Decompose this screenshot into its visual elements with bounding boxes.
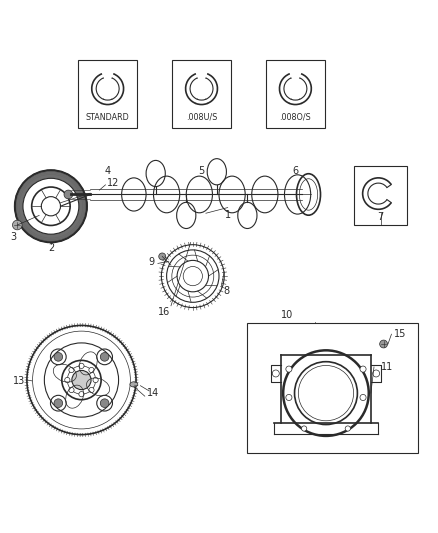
Circle shape (272, 370, 279, 377)
Text: 13: 13 (12, 376, 25, 386)
Text: 14: 14 (147, 388, 159, 398)
Bar (354, 166, 407, 225)
Circle shape (12, 220, 22, 230)
Ellipse shape (130, 382, 138, 387)
Circle shape (65, 377, 70, 383)
Text: STANDARD: STANDARD (86, 112, 130, 122)
Circle shape (64, 190, 73, 199)
Text: 7: 7 (378, 212, 384, 222)
Text: 15: 15 (394, 329, 406, 339)
Circle shape (360, 366, 366, 372)
Circle shape (373, 370, 380, 377)
Circle shape (286, 394, 292, 400)
Circle shape (69, 367, 74, 373)
Circle shape (360, 394, 366, 400)
Circle shape (79, 392, 84, 397)
Polygon shape (15, 171, 87, 242)
Circle shape (380, 340, 388, 348)
Bar (266, 60, 325, 128)
Text: .008U/S: .008U/S (186, 112, 217, 122)
Circle shape (286, 366, 292, 372)
Circle shape (301, 426, 307, 431)
Circle shape (79, 364, 84, 368)
Circle shape (93, 377, 98, 383)
Text: 11: 11 (381, 362, 393, 372)
Text: 8: 8 (224, 286, 230, 295)
Text: 2: 2 (48, 243, 54, 253)
Bar (172, 60, 231, 128)
Text: 12: 12 (107, 177, 120, 188)
Bar (247, 323, 418, 453)
Circle shape (100, 399, 109, 408)
Circle shape (72, 370, 91, 390)
Circle shape (89, 367, 94, 373)
Circle shape (345, 426, 350, 431)
Bar (78, 60, 137, 128)
Text: 6: 6 (292, 166, 298, 176)
Circle shape (54, 399, 63, 408)
Text: 16: 16 (158, 308, 170, 317)
Text: 3: 3 (10, 232, 16, 242)
Circle shape (159, 253, 166, 260)
Text: 9: 9 (148, 257, 154, 267)
Text: .008O/S: .008O/S (279, 112, 311, 122)
Circle shape (54, 352, 63, 361)
Circle shape (89, 387, 94, 393)
Text: 1: 1 (225, 211, 231, 221)
Circle shape (100, 352, 109, 361)
Text: 10: 10 (281, 310, 293, 320)
Text: 4: 4 (105, 166, 111, 176)
Circle shape (69, 387, 74, 393)
Text: 5: 5 (198, 166, 205, 176)
